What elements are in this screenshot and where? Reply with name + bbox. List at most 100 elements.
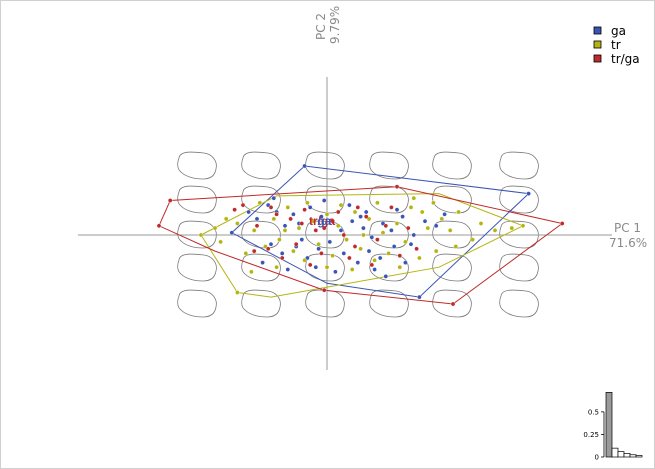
legend-label-tr: tr [611,38,621,52]
point-tr-ga-0 [156,223,162,229]
point-ga-49 [358,214,363,219]
shape-outline-r4-c4 [432,289,472,318]
point-ga-38 [394,207,400,212]
shape-outline-r4-c5 [499,289,539,318]
legend-swatch-tr-ga [593,54,602,63]
point-tr-44 [375,200,380,206]
shape-outline-r0-c3 [369,151,409,180]
point-ga-36 [333,269,338,275]
point-ga-29 [366,248,372,254]
point-tr-ga-22 [405,225,411,231]
point-ga-19 [411,232,417,238]
eigen-bar-3 [623,453,631,458]
shape-outline-r2-c5 [499,220,539,249]
point-ga-48 [271,195,277,201]
point-tr-8 [285,205,291,210]
shape-outline-r2-c4 [432,220,472,249]
point-tr-29 [431,200,436,206]
eigen-bar-1 [611,447,619,458]
point-ga-33 [260,260,265,265]
shape-outline-r1-c3 [369,185,409,214]
point-tr-ga-17 [352,244,358,249]
point-tr-50 [212,225,218,231]
point-tr-23 [386,251,391,256]
point-ga-43 [363,209,369,215]
point-ga-11 [319,214,324,219]
point-ga-14 [361,225,366,231]
shape-outline-r3-c5 [499,253,539,282]
point-tr-25 [403,239,408,245]
eigen-tick-label-2: 0.5 [588,408,599,416]
eigen-tick-label-0: 0 [595,454,599,462]
point-tr-45 [397,264,403,270]
point-tr-ga-21 [397,253,403,258]
point-tr-53 [282,228,288,233]
shape-outline-r3-c1 [241,253,281,282]
legend-label-ga: ga [611,24,626,38]
point-tr-43 [257,200,263,206]
point-tr-ga-11 [293,241,299,247]
point-ga-47 [383,274,389,279]
point-tr-16 [335,223,341,229]
point-tr-ga-7 [254,223,260,229]
point-tr-9 [291,248,296,254]
shape-outline-r0-c4 [432,151,472,180]
point-tr-11 [302,257,307,263]
series-tr-ga [156,184,565,307]
y-axis-percent: 9.79% [328,6,342,44]
point-tr-ga-9 [274,211,279,217]
point-tr-ga-1 [167,198,173,203]
point-tr-13 [316,241,321,247]
point-tr-ga-2 [394,184,400,189]
point-tr-ga-25 [347,255,352,261]
point-tr-ga-32 [268,205,274,210]
point-ga-31 [391,244,397,249]
point-ga-0 [302,163,307,169]
point-tr-37 [305,200,310,206]
point-tr-ga-19 [375,237,380,242]
point-tr-15 [330,253,335,258]
point-tr-3 [243,251,249,256]
point-ga-2 [417,294,422,300]
point-tr-34 [492,228,498,233]
point-ga-17 [389,228,394,233]
point-tr-ga-20 [383,223,389,229]
point-ga-8 [291,211,296,217]
point-ga-32 [403,260,408,265]
point-tr-54 [411,195,417,201]
point-ga-46 [442,211,447,217]
point-tr-10 [296,225,302,231]
shape-outline-r4-c3 [369,289,409,318]
group-label-1: ga [317,214,331,228]
point-tr-ga-5 [321,287,327,293]
point-tr-0 [198,232,204,238]
point-tr-46 [419,209,425,215]
point-tr-ga-29 [335,209,341,215]
shape-outline-r1-c0 [177,185,217,214]
point-tr-6 [271,216,277,222]
eigen-bar-4 [629,454,637,458]
eigen-tick-label-1: 0.25 [583,431,599,439]
point-tr-ga-34 [355,205,361,210]
point-tr-ga-4 [450,301,456,307]
shape-outline-r0-c5 [499,151,539,180]
point-tr-30 [439,216,445,222]
point-tr-ga-13 [313,228,319,233]
hull-ga [230,165,530,298]
point-tr-49 [223,216,229,222]
series-ga [229,163,531,300]
shape-outline-r0-c2 [305,151,345,180]
point-ga-25 [316,246,321,252]
point-tr-ga-8 [265,246,271,252]
point-tr-33 [478,221,484,226]
point-ga-28 [355,260,361,265]
point-tr-21 [372,257,377,263]
y-axis-label: PC 2 [314,13,328,40]
point-ga-22 [279,251,285,256]
point-tr-27 [417,255,422,261]
point-tr-4 [251,228,257,233]
point-tr-24 [394,221,400,226]
shape-outline-r3-c3 [369,253,409,282]
point-tr-7 [277,237,282,242]
